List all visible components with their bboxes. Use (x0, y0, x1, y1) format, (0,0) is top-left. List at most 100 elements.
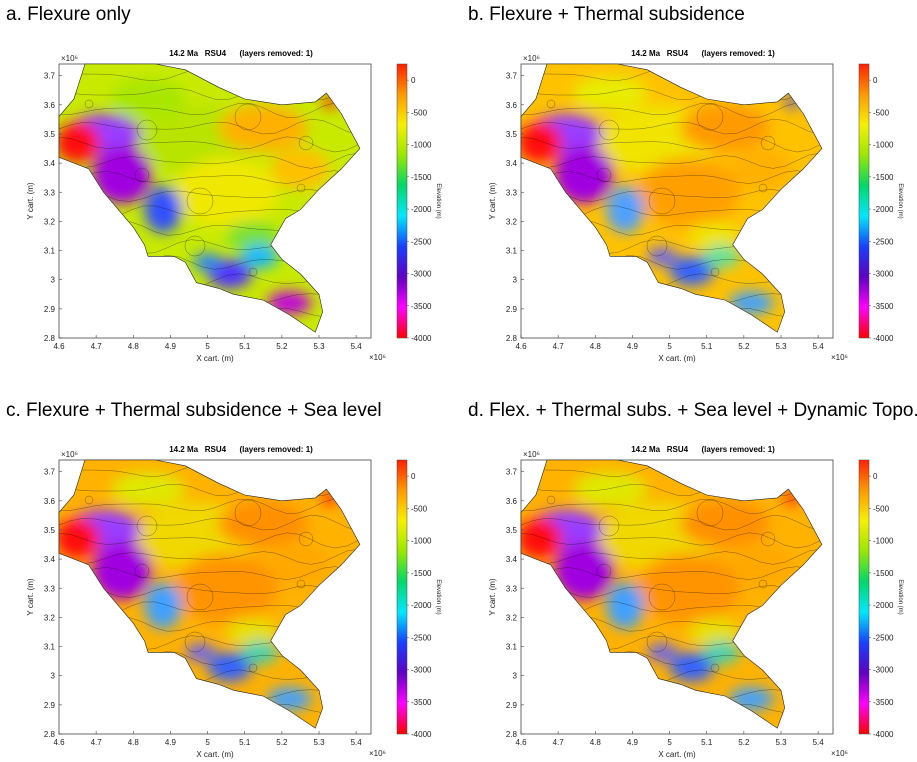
panel-heading: c. Flexure + Thermal subsidence + Sea le… (6, 400, 382, 421)
colorbar-tick-label: 0 (873, 76, 878, 85)
y-tick-label: 2.9 (44, 701, 56, 710)
basin-outline (520, 63, 823, 333)
y-tick-label: 2.8 (44, 334, 56, 343)
map-plot: 4.6 4.7 4.8 4.9 5 5.1 5.2 5.3 5.4 3.7 3.6 3.5 3.4 3.3… (488, 450, 903, 759)
x-exponent: ×10⁶ (831, 353, 848, 362)
x-tick-label: 5.3 (775, 738, 787, 747)
y-tick-label: 3.2 (506, 217, 518, 226)
x-tick-label: 5 (205, 342, 210, 351)
colorbar-tick-label: -2500 (411, 237, 432, 246)
panel-b: b. Flexure + Thermal subsidence 14.2 Ma … (468, 4, 908, 364)
x-tick-label: 5.1 (239, 342, 251, 351)
colorbar-tick-label: -1000 (411, 141, 432, 150)
colorbar-label: Elevation (m) (897, 183, 903, 218)
y-tick-label: 3.3 (44, 188, 56, 197)
colorbar-tick-label: -3500 (411, 698, 432, 707)
colorbar-label: Elevation (m) (435, 183, 441, 218)
y-tick-label: 3.7 (506, 468, 518, 477)
y-axis-label: Y cart. (m) (26, 182, 35, 220)
colorbar-tick-label: 0 (873, 472, 878, 481)
y-tick-label: 3.7 (506, 72, 518, 81)
colorbar-tick-label: -2500 (411, 633, 432, 642)
colorbar-tick-label: -500 (873, 504, 890, 513)
x-tick-label: 5.3 (313, 738, 325, 747)
colorbar-tick-label: -2000 (873, 205, 894, 214)
x-tick-label: 5.3 (775, 342, 787, 351)
x-axis-label: X cart. (m) (196, 354, 234, 363)
panel-heading: b. Flexure + Thermal subsidence (468, 4, 745, 25)
map-plot: 4.6 4.7 4.8 4.9 5 5.1 5.2 5.3 5.4 3.7 3.6 3.5 3.4 3.3… (26, 450, 441, 759)
colorbar-tick-label: -4000 (873, 730, 894, 739)
x-tick-label: 5.2 (276, 342, 288, 351)
x-tick-label: 4.9 (627, 738, 639, 747)
colorbar-tick-label: -4000 (411, 334, 432, 343)
y-tick-label: 3.2 (506, 613, 518, 622)
x-tick-label: 5.2 (738, 342, 750, 351)
x-tick-label: 4.6 (53, 738, 65, 747)
y-axis-label: Y cart. (m) (488, 182, 497, 220)
x-tick-label: 4.7 (553, 342, 565, 351)
x-tick-label: 4.6 (53, 342, 65, 351)
colorbar-tick-label: -1000 (411, 537, 432, 546)
plot-title: 14.2 Ma RSU4 (layers removed: 1) (631, 445, 775, 454)
y-axis-label: Y cart. (m) (26, 578, 35, 616)
colorbar-tick-label: 0 (411, 472, 416, 481)
x-tick-label: 5 (667, 342, 672, 351)
y-tick-label: 3.1 (44, 247, 56, 256)
y-tick-label: 3.5 (44, 130, 56, 139)
y-tick-label: 3.2 (44, 217, 56, 226)
y-tick-label: 3.6 (506, 101, 518, 110)
x-exponent: ×10⁶ (369, 749, 386, 758)
panel-d: d. Flex. + Thermal subs. + Sea level + D… (468, 400, 917, 760)
y-tick-label: 3.6 (506, 497, 518, 506)
colorbar-tick-label: -2500 (873, 633, 894, 642)
x-tick-label: 4.6 (515, 738, 527, 747)
colorbar-tick-label: -3000 (873, 270, 894, 279)
y-exponent: ×10⁶ (61, 54, 78, 63)
x-tick-label: 4.7 (91, 342, 103, 351)
x-tick-label: 4.7 (91, 738, 103, 747)
colorbar-label: Elevation (m) (435, 579, 441, 614)
colorbar-tick-label: -1000 (873, 141, 894, 150)
colorbar-tick-label: -1500 (411, 173, 432, 182)
x-tick-label: 5 (205, 738, 210, 747)
x-exponent: ×10⁶ (369, 353, 386, 362)
basin-outline (58, 459, 361, 729)
colorbar-tick-label: 0 (411, 76, 416, 85)
x-tick-label: 4.9 (165, 342, 177, 351)
y-exponent: ×10⁶ (523, 54, 540, 63)
colorbar (396, 459, 408, 735)
y-tick-label: 3.7 (44, 468, 56, 477)
y-tick-label: 3 (51, 672, 56, 681)
x-axis-label: X cart. (m) (658, 354, 696, 363)
x-tick-label: 5.2 (276, 738, 288, 747)
x-tick-label: 5 (667, 738, 672, 747)
colorbar-tick-label: -3500 (411, 302, 432, 311)
x-tick-label: 5.4 (351, 738, 363, 747)
colorbar (396, 63, 408, 339)
y-tick-label: 3.4 (44, 555, 56, 564)
x-tick-label: 5.1 (701, 738, 713, 747)
x-tick-label: 5.1 (701, 342, 713, 351)
colorbar-tick-label: -1500 (873, 173, 894, 182)
plot-title: 14.2 Ma RSU4 (layers removed: 1) (169, 445, 313, 454)
x-tick-label: 5.1 (239, 738, 251, 747)
y-tick-label: 3.1 (506, 247, 518, 256)
colorbar-tick-label: -500 (411, 108, 428, 117)
y-tick-label: 3.5 (506, 130, 518, 139)
colorbar-tick-label: -500 (873, 108, 890, 117)
y-tick-label: 2.8 (506, 334, 518, 343)
x-tick-label: 4.9 (165, 738, 177, 747)
y-tick-label: 2.9 (44, 305, 56, 314)
colorbar (858, 63, 870, 339)
panel-a: a. Flexure only 14.2 Ma RSU4 (layers rem… (6, 4, 446, 364)
colorbar-label: Elevation (m) (897, 579, 903, 614)
plot-title: 14.2 Ma RSU4 (layers removed: 1) (631, 49, 775, 58)
y-exponent: ×10⁶ (61, 450, 78, 459)
y-tick-label: 3.1 (506, 643, 518, 652)
x-exponent: ×10⁶ (831, 749, 848, 758)
x-tick-label: 4.8 (128, 342, 140, 351)
colorbar-tick-label: -4000 (873, 334, 894, 343)
y-tick-label: 3.5 (506, 526, 518, 535)
x-tick-label: 4.6 (515, 342, 527, 351)
